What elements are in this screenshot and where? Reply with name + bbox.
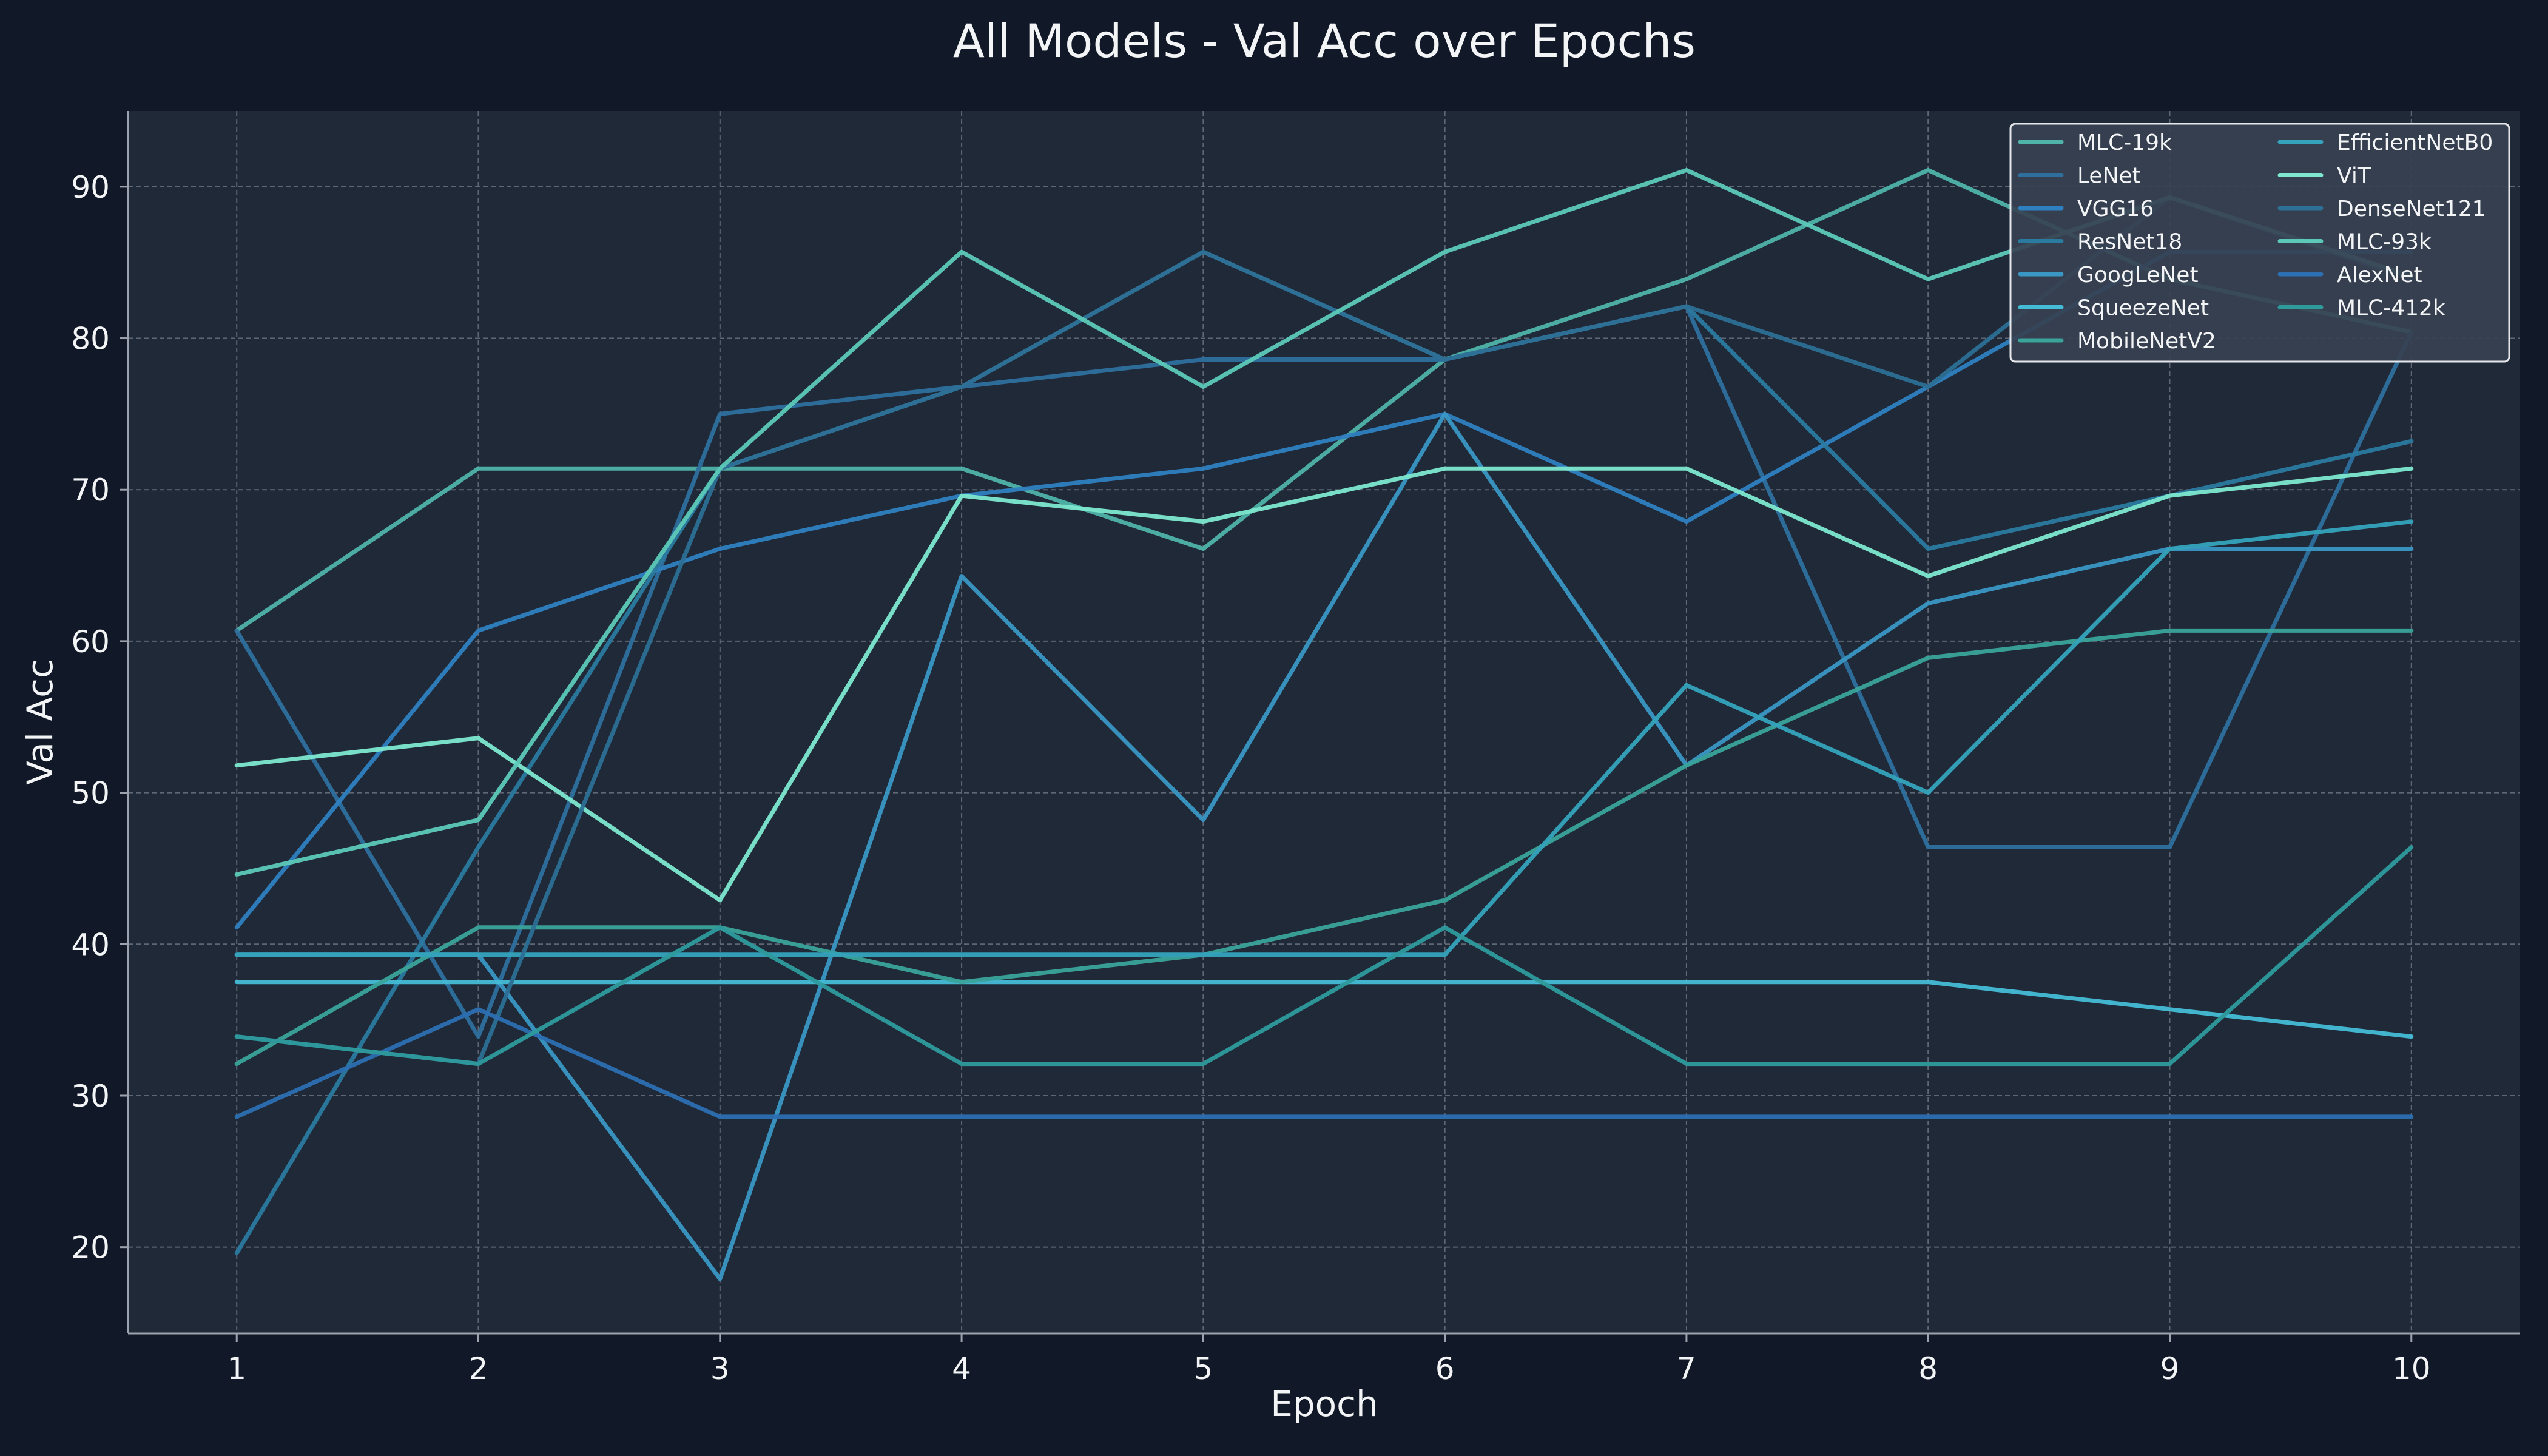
x-tick-label: 4	[952, 1351, 971, 1386]
x-tick-label: 10	[2392, 1351, 2431, 1386]
legend-label-resnet18: ResNet18	[2077, 230, 2182, 255]
y-tick-label: 20	[71, 1230, 110, 1266]
y-tick-label: 50	[71, 776, 110, 811]
axes: 1 2 3 4 5 6 7 8 9 10 20 30 40 50 60 70 80 90	[71, 111, 2520, 1386]
series-line-efficientnetb0	[234, 519, 2414, 957]
x-tick-label: 7	[1677, 1351, 1696, 1386]
chart-title: All Models - Val Acc over Epochs	[953, 14, 1696, 68]
series-line-mlc-412k	[234, 845, 2414, 1067]
series-line-mobilenetv2	[234, 628, 2414, 1067]
x-tick-label: 9	[2160, 1351, 2180, 1386]
legend-label-mlc-93k: MLC-93k	[2337, 230, 2432, 255]
legend-label-googlenet: GoogLeNet	[2077, 263, 2199, 288]
y-tick-label: 80	[71, 322, 110, 357]
legend-label-squeezenet: SqueezeNet	[2077, 296, 2209, 321]
legend-label-mobilenetv2: MobileNetV2	[2077, 329, 2216, 354]
series-line-squeezenet	[234, 980, 2414, 1039]
y-tick-label: 30	[71, 1079, 110, 1114]
x-tick-label: 2	[469, 1351, 488, 1386]
x-tick-label: 6	[1435, 1351, 1455, 1386]
legend-label-mlc-412k: MLC-412k	[2337, 296, 2445, 321]
x-tick-label: 8	[1918, 1351, 1938, 1386]
y-tick-label: 70	[71, 473, 110, 508]
x-tick-label: 1	[227, 1351, 246, 1386]
y-tick-label: 40	[71, 927, 110, 962]
y-tick-label: 60	[71, 624, 110, 659]
legend-label-lenet: LeNet	[2077, 164, 2141, 189]
legend-label-vgg16: VGG16	[2077, 197, 2154, 221]
series-line-lenet	[234, 304, 2414, 1039]
legend-label-alexnet: AlexNet	[2337, 263, 2422, 288]
y-tick-label: 90	[71, 170, 110, 205]
legend-label-vit: ViT	[2337, 164, 2371, 189]
legend-label-efficientnetb0: EfficientNetB0	[2337, 130, 2493, 155]
x-axis-label: Epoch	[1270, 1383, 1378, 1424]
legend-box	[2009, 123, 2510, 363]
y-axis-label: Val Acc	[19, 659, 61, 785]
legend-label-mlc-19k: MLC-19k	[2077, 130, 2172, 155]
legend: MLC-19k LeNet VGG16 ResNet18 GoogLeNet Squeez…	[2009, 123, 2510, 363]
x-tick-label: 5	[1193, 1351, 1213, 1386]
series-line-googlenet	[234, 411, 2414, 1281]
legend-label-densenet121: DenseNet121	[2337, 197, 2486, 221]
x-tick-label: 3	[710, 1351, 730, 1386]
series-line-alexnet	[234, 1007, 2414, 1119]
series-line-vit	[234, 466, 2414, 903]
